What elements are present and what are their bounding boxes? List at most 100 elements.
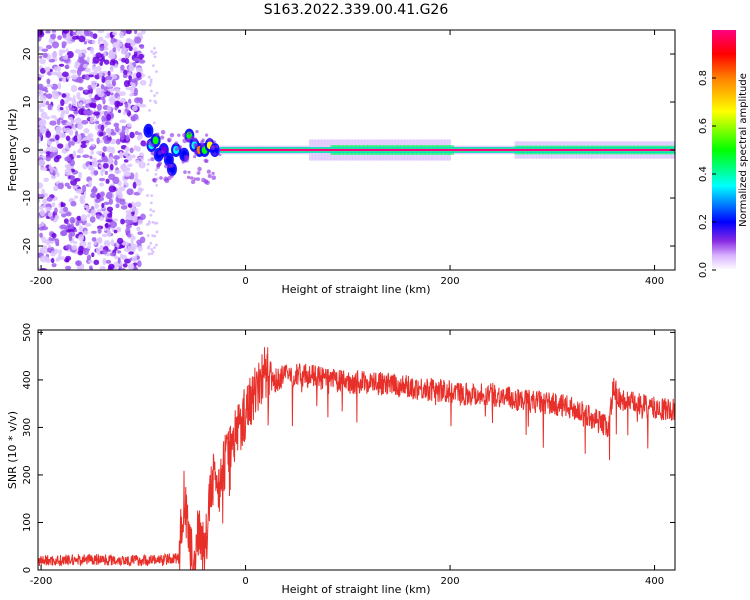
- heatmap-noise-cell: [103, 43, 109, 47]
- heatmap-transition-cell: [188, 131, 192, 135]
- heatmap-noise-cell: [98, 36, 104, 42]
- spectrogram-x-tick-label: 200: [441, 276, 460, 287]
- heatmap-noise-cell: [93, 69, 98, 76]
- heatmap-transition-cell: [169, 132, 175, 138]
- heatmap-noise-cell: [103, 51, 107, 57]
- heatmap-noise-cell: [38, 197, 41, 204]
- heatmap-noise-cell: [39, 126, 46, 134]
- heatmap-transition-cell: [177, 133, 181, 137]
- spectrogram-y-label: Frequency (Hz): [6, 109, 19, 192]
- heatmap-noise-cell: [120, 218, 125, 225]
- heatmap-transition-cell: [200, 140, 204, 144]
- heatmap-noise-cell: [147, 245, 151, 248]
- heatmap-noise-cell: [127, 234, 132, 238]
- heatmap-noise-cell: [131, 154, 136, 159]
- heatmap-noise-cell: [132, 79, 138, 84]
- heatmap-noise-cell: [116, 237, 124, 245]
- heatmap-noise-cell: [78, 225, 84, 232]
- heatmap-noise-cell: [68, 140, 72, 149]
- colorbar-gradient: [712, 30, 736, 270]
- heatmap-noise-cell: [110, 92, 114, 96]
- heatmap-noise-cell: [74, 49, 81, 54]
- heatmap-noise-cell: [133, 57, 141, 62]
- heatmap-noise-cell: [119, 152, 123, 158]
- heatmap-noise-cell: [59, 224, 68, 230]
- snr-y-tick-label: 100: [22, 513, 33, 532]
- heatmap-noise-cell: [60, 230, 67, 236]
- heatmap-noise-cell: [132, 217, 138, 223]
- heatmap-noise-cell: [58, 78, 63, 82]
- heatmap-noise-cell: [83, 128, 90, 134]
- heatmap-noise-cell: [150, 89, 153, 93]
- heatmap-noise-cell: [56, 172, 60, 177]
- heatmap-noise-cell: [124, 42, 131, 49]
- heatmap-transition-cell: [151, 150, 156, 156]
- snr-y-tick-label: 0: [22, 567, 33, 573]
- heatmap-transition-cell: [211, 171, 215, 175]
- heatmap-noise-cell: [153, 94, 156, 98]
- heatmap-transition-cell: [155, 132, 160, 137]
- heatmap-noise-cell: [123, 171, 132, 177]
- heatmap-noise-cell: [120, 119, 126, 123]
- heatmap-noise-cell: [132, 235, 136, 240]
- heatmap-noise-cell: [124, 146, 130, 152]
- heatmap-noise-cell: [96, 103, 102, 111]
- heatmap-transition-cell: [169, 163, 174, 168]
- heatmap-noise-cell: [134, 201, 142, 208]
- spectrogram-y-tick-label: -10: [22, 190, 33, 206]
- snr-x-tick-label: -200: [30, 576, 53, 587]
- heatmap-noise-cell: [128, 251, 134, 255]
- heatmap-noise-cell: [134, 87, 138, 95]
- heatmap-noise-cell: [137, 260, 142, 268]
- heatmap-noise-cell: [151, 234, 155, 238]
- heatmap-noise-cell: [134, 172, 139, 179]
- heatmap-noise-cell: [106, 113, 112, 121]
- heatmap-noise-cell: [74, 195, 79, 199]
- heatmap-noise-cell: [81, 120, 89, 125]
- heatmap-noise-cell: [41, 188, 45, 195]
- heatmap-noise-cell: [154, 173, 158, 176]
- heatmap-noise-cell: [46, 146, 51, 152]
- heatmap-noise-cell: [38, 90, 44, 97]
- heatmap-noise-cell: [146, 234, 150, 237]
- heatmap-noise-cell: [92, 115, 96, 119]
- spectrogram-x-tick-label: 400: [645, 276, 664, 287]
- heatmap-noise-cell: [138, 59, 146, 64]
- heatmap-noise-cell: [63, 218, 69, 224]
- heatmap-noise-cell: [125, 223, 132, 229]
- heatmap-noise-cell: [44, 89, 49, 93]
- heatmap-noise-cell: [70, 200, 77, 207]
- heatmap-noise-cell: [107, 213, 113, 218]
- heatmap-noise-cell: [117, 96, 121, 101]
- heatmap-noise-cell: [64, 265, 72, 270]
- heatmap-noise-cell: [72, 150, 77, 158]
- heatmap-noise-cell: [150, 194, 154, 197]
- heatmap-noise-cell: [73, 241, 78, 245]
- heatmap-noise-cell: [38, 46, 43, 51]
- heatmap-noise-cell: [60, 202, 66, 208]
- heatmap-noise-cell: [148, 99, 152, 103]
- heatmap-transition-cell: [196, 177, 201, 181]
- heatmap-noise-cell: [97, 227, 102, 234]
- heatmap-noise-cell: [130, 64, 134, 71]
- heatmap-noise-cell: [135, 145, 141, 152]
- heatmap-noise-cell: [106, 230, 112, 238]
- heatmap-noise-cell: [135, 71, 142, 79]
- heatmap-noise-cell: [42, 198, 48, 205]
- heatmap-noise-cell: [88, 180, 92, 188]
- heatmap-noise-cell: [125, 227, 131, 235]
- heatmap-noise-cell: [95, 120, 100, 125]
- heatmap-noise-cell: [46, 78, 51, 85]
- heatmap-noise-cell: [65, 135, 71, 141]
- heatmap-noise-cell: [117, 42, 123, 47]
- heatmap-noise-cell: [126, 122, 132, 128]
- heatmap-noise-cell: [136, 239, 143, 246]
- heatmap-noise-cell: [99, 245, 105, 251]
- heatmap-noise-cell: [43, 177, 49, 182]
- heatmap-noise-cell: [46, 196, 53, 202]
- heatmap-noise-cell: [149, 201, 153, 205]
- snr-x-tick-label: 0: [242, 576, 248, 587]
- heatmap-noise-cell: [65, 108, 70, 115]
- heatmap-noise-cell: [55, 126, 61, 132]
- colorbar-tick-label: 0.4: [698, 166, 709, 182]
